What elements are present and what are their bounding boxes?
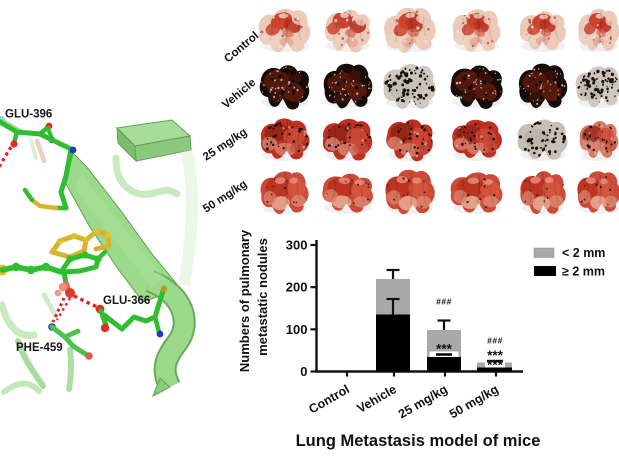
- svg-text:metastatic nodules: metastatic nodules: [255, 238, 270, 356]
- svg-text:PHE-459: PHE-459: [16, 342, 63, 354]
- svg-text:Numbers of pulmonary: Numbers of pulmonary: [237, 229, 252, 372]
- svg-text:0: 0: [300, 364, 307, 379]
- svg-text:***: ***: [487, 358, 504, 373]
- svg-text:≥ 2 mm: ≥ 2 mm: [562, 265, 605, 279]
- svg-text:300: 300: [286, 237, 308, 252]
- svg-text:***: ***: [436, 342, 453, 357]
- svg-text:GLU-366: GLU-366: [103, 295, 150, 307]
- svg-text:200: 200: [286, 280, 308, 295]
- svg-text:< 2 mm: < 2 mm: [562, 246, 605, 260]
- svg-text:###: ###: [487, 336, 503, 346]
- svg-text:GLU-396: GLU-396: [5, 109, 52, 121]
- svg-text:100: 100: [286, 322, 308, 337]
- svg-text:###: ###: [436, 297, 452, 307]
- svg-text:Lung Metastasis model of mice: Lung Metastasis model of mice: [296, 432, 541, 450]
